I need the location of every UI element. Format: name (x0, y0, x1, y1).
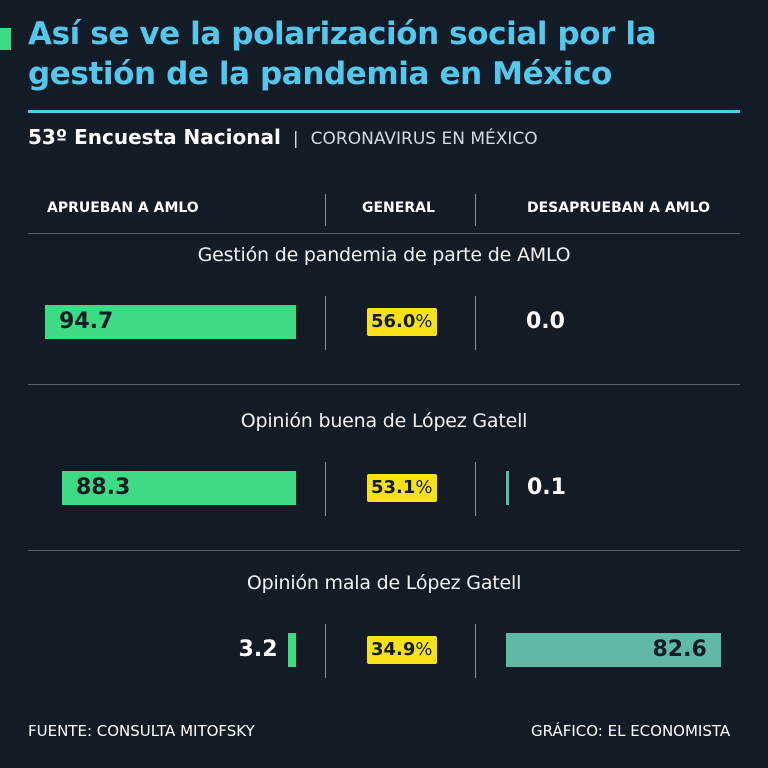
approve-value: 88.3 (76, 475, 131, 500)
source-note: FUENTE: CONSULTA MITOFSKY (28, 722, 255, 740)
subtitle-topic: CORONAVIRUS EN MÉXICO (310, 129, 538, 149)
chart-title: Así se ve la polarización social por la … (28, 16, 657, 92)
disapprove-value: 82.6 (652, 637, 707, 662)
general-percent-sign: % (415, 477, 433, 498)
general-value: 53.1% (367, 474, 437, 502)
column-header-general: GENERAL (362, 200, 435, 216)
column-header-approve: APRUEBAN A AMLO (47, 200, 199, 216)
general-value: 56.0% (367, 308, 437, 336)
row-divider-right (475, 462, 476, 516)
row-divider-left (325, 296, 326, 350)
row-label: Gestión de pandemia de parte de AMLO (197, 244, 571, 266)
disapprove-bar (506, 471, 509, 505)
column-header-disapprove: DESAPRUEBAN A AMLO (527, 200, 710, 216)
approve-value: 94.7 (59, 309, 114, 334)
header-divider-left (325, 194, 326, 226)
row-label: Opinión buena de López Gatell (240, 410, 528, 432)
chart-subtitle: 53º Encuesta Nacional | CORONAVIRUS EN M… (28, 124, 538, 152)
title-accent-bar (0, 28, 11, 50)
header-rule (28, 233, 740, 234)
subtitle-survey: 53º Encuesta Nacional (28, 125, 281, 149)
general-value: 34.9% (367, 636, 437, 664)
disapprove-bar (506, 633, 721, 667)
disapprove-value: 0.1 (527, 475, 566, 500)
row-divider-right (475, 296, 476, 350)
credit-note: GRÁFICO: EL ECONOMISTA (531, 722, 731, 740)
row-separator (28, 550, 740, 551)
general-number: 56.0 (371, 311, 416, 332)
title-underline (28, 110, 740, 113)
approve-value: 3.2 (238, 637, 278, 662)
header-divider-right (475, 194, 476, 226)
row-divider-left (325, 462, 326, 516)
disapprove-value: 0.0 (526, 309, 565, 334)
approve-bar (287, 633, 296, 667)
subtitle-separator: | (292, 129, 299, 149)
general-percent-sign: % (415, 311, 433, 332)
row-divider-right (475, 624, 476, 678)
approve-bar (45, 305, 296, 339)
general-percent-sign: % (415, 639, 433, 660)
general-number: 53.1 (371, 477, 416, 498)
approve-bar (62, 471, 296, 505)
row-separator (28, 384, 740, 385)
row-label: Opinión mala de López Gatell (246, 572, 522, 594)
row-divider-left (325, 624, 326, 678)
general-number: 34.9 (371, 639, 416, 660)
